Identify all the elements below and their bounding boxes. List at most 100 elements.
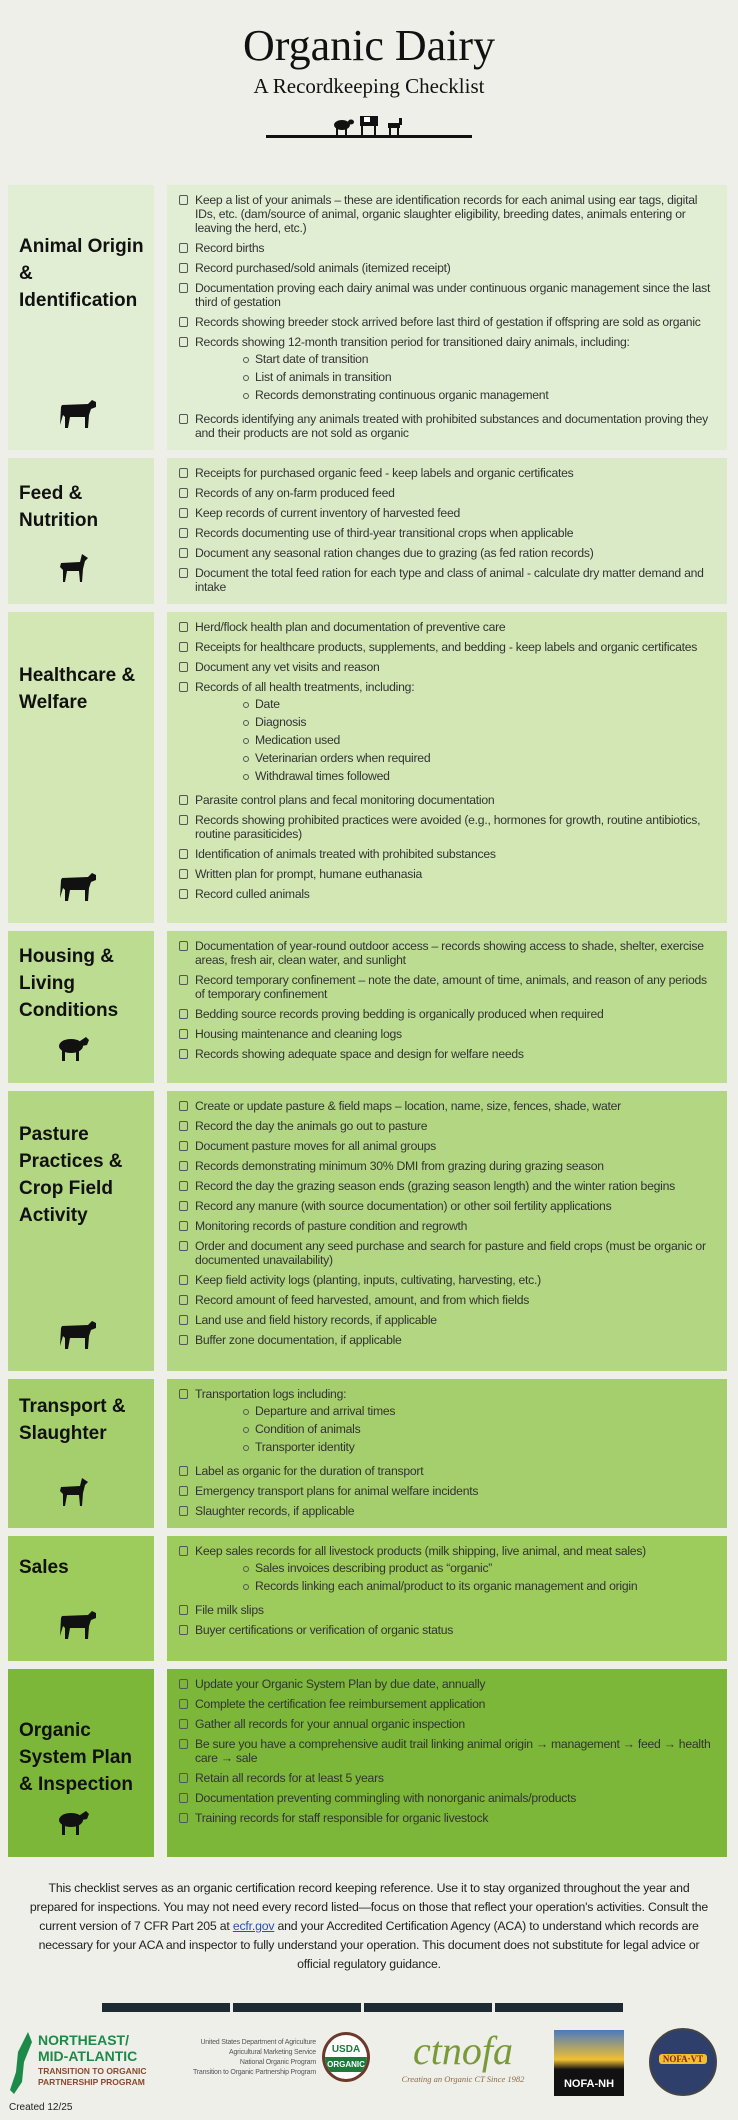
sub-item-text: Start date of transition: [255, 352, 369, 366]
checklist-item-text: Keep records of current inventory of har…: [195, 506, 461, 520]
section-feed-nutrition: Feed & Nutrition Receipts for purchased o…: [8, 458, 727, 604]
checkbox[interactable]: [179, 468, 188, 478]
checklist-item: Gather all records for your annual organ…: [179, 1717, 715, 1731]
checkbox[interactable]: [179, 1201, 188, 1211]
section-heading-panel: Housing & Living Conditions: [8, 931, 154, 1083]
page-title: Organic Dairy: [242, 21, 496, 70]
checkbox[interactable]: [179, 1161, 188, 1171]
checkbox[interactable]: [179, 1275, 188, 1285]
checkbox[interactable]: [179, 528, 188, 538]
checkbox[interactable]: [179, 1506, 188, 1516]
checkbox[interactable]: [179, 1486, 188, 1496]
checkbox[interactable]: [179, 1699, 188, 1709]
checklist-item: Create or update pasture & field maps – …: [179, 1099, 715, 1113]
sub-item-text: Withdrawal times followed: [255, 769, 390, 783]
checklist-item-text: Label as organic for the duration of tra…: [195, 1464, 424, 1478]
sub-item-text: Condition of animals: [255, 1422, 361, 1436]
checkbox[interactable]: [179, 1739, 188, 1749]
sub-item: Medication used: [243, 733, 430, 747]
section-heading-panel: Sales: [8, 1536, 154, 1661]
checkbox[interactable]: [179, 1793, 188, 1803]
checklist-item-text: Parasite control plans and fecal monitor…: [195, 793, 495, 807]
sub-item: Transporter identity: [243, 1440, 395, 1454]
checklist-item-text: Document any seasonal ration changes due…: [195, 546, 594, 560]
checkbox[interactable]: [179, 548, 188, 558]
checklist-item: Records showing breeder stock arrived be…: [179, 315, 715, 329]
checkbox[interactable]: [179, 1389, 188, 1399]
checkbox[interactable]: [179, 508, 188, 518]
checkbox[interactable]: [179, 815, 188, 825]
checkbox[interactable]: [179, 283, 188, 293]
ctnofa-logo: ctnofa Creating an Organic CT Since 1982: [388, 2028, 538, 2084]
checkbox[interactable]: [179, 317, 188, 327]
checkbox[interactable]: [179, 1679, 188, 1689]
checkbox[interactable]: [179, 1181, 188, 1191]
checkbox[interactable]: [179, 1546, 188, 1556]
checkbox[interactable]: [179, 1719, 188, 1729]
checkbox[interactable]: [179, 975, 188, 985]
checkbox[interactable]: [179, 1049, 188, 1059]
checklist-item: Record purchased/sold animals (itemized …: [179, 261, 715, 275]
checkbox[interactable]: [179, 1625, 188, 1635]
checkbox[interactable]: [179, 642, 188, 652]
checklist-item-text: Documentation proving each dairy animal …: [195, 281, 711, 309]
checkbox[interactable]: [179, 662, 188, 672]
sub-item-text: Records demonstrating continuous organic…: [255, 388, 549, 402]
checkbox[interactable]: [179, 1101, 188, 1111]
checkbox[interactable]: [179, 414, 188, 424]
checklist-item: Record the day the animals go out to pas…: [179, 1119, 715, 1133]
checklist-item: Records demonstrating minimum 30% DMI fr…: [179, 1159, 715, 1173]
checkbox[interactable]: [179, 1773, 188, 1783]
checkbox[interactable]: [179, 195, 188, 205]
checkbox[interactable]: [179, 1466, 188, 1476]
checklist-item: Record amount of feed harvested, amount,…: [179, 1293, 715, 1307]
sub-item-text: Veterinarian orders when required: [255, 751, 431, 765]
checkbox[interactable]: [179, 1315, 188, 1325]
checklist-item: Complete the certification fee reimburse…: [179, 1697, 715, 1711]
checklist-item: Emergency transport plans for animal wel…: [179, 1484, 715, 1498]
logo-text: MID-ATLANTIC: [38, 2048, 138, 2064]
checklist-item-text: Update your Organic System Plan by due d…: [195, 1677, 486, 1691]
checklist-item: Training records for staff responsible f…: [179, 1811, 715, 1825]
checkbox[interactable]: [179, 568, 188, 578]
checkbox[interactable]: [179, 941, 188, 951]
checkbox[interactable]: [179, 682, 188, 692]
checkbox[interactable]: [179, 1121, 188, 1131]
section-title: Transport & Slaughter: [19, 1396, 126, 1444]
checklist-item: Receipts for purchased organic feed - ke…: [179, 466, 715, 480]
checklist-item: Written plan for prompt, humane euthanas…: [179, 867, 715, 881]
checklist-item-text: Document pasture moves for all animal gr…: [195, 1139, 436, 1153]
checkbox[interactable]: [179, 1335, 188, 1345]
section-title: Healthcare & Welfare: [19, 665, 136, 713]
checkbox[interactable]: [179, 263, 188, 273]
checklist-item: Document pasture moves for all animal gr…: [179, 1139, 715, 1153]
checkbox[interactable]: [179, 1605, 188, 1615]
checkbox[interactable]: [179, 622, 188, 632]
checkbox[interactable]: [179, 1813, 188, 1823]
ecfr-link[interactable]: ecfr.gov: [232, 1919, 275, 1933]
checkbox[interactable]: [179, 1009, 188, 1019]
checkbox[interactable]: [179, 488, 188, 498]
checkbox[interactable]: [179, 1295, 188, 1305]
checklist-item: Document any seasonal ration changes due…: [179, 546, 715, 560]
checklist-item: Buffer zone documentation, if applicable: [179, 1333, 715, 1347]
checkbox[interactable]: [179, 849, 188, 859]
checkbox[interactable]: [179, 1029, 188, 1039]
checkbox[interactable]: [179, 243, 188, 253]
logo-text: NOFA-NH: [563, 2078, 615, 2090]
sections: Animal Origin & Identification Keep a lis…: [8, 185, 727, 1857]
checkbox[interactable]: [179, 1141, 188, 1151]
checkbox[interactable]: [179, 889, 188, 899]
section-housing-living-conditions: Housing & Living Conditions Documentation…: [8, 931, 727, 1083]
cow-icon: [58, 1310, 146, 1355]
checkbox[interactable]: [179, 795, 188, 805]
checklist-item: Record culled animals: [179, 887, 715, 901]
checklist-item-text: Records showing adequate space and desig…: [195, 1047, 524, 1061]
checkbox[interactable]: [179, 337, 188, 347]
sheep-icon: [58, 1798, 146, 1841]
checkbox[interactable]: [179, 869, 188, 879]
checkbox[interactable]: [179, 1221, 188, 1231]
section-title: Housing & Living Conditions: [19, 946, 119, 1021]
checkbox[interactable]: [179, 1241, 188, 1251]
checklist-item-text: Identification of animals treated with p…: [195, 847, 496, 861]
